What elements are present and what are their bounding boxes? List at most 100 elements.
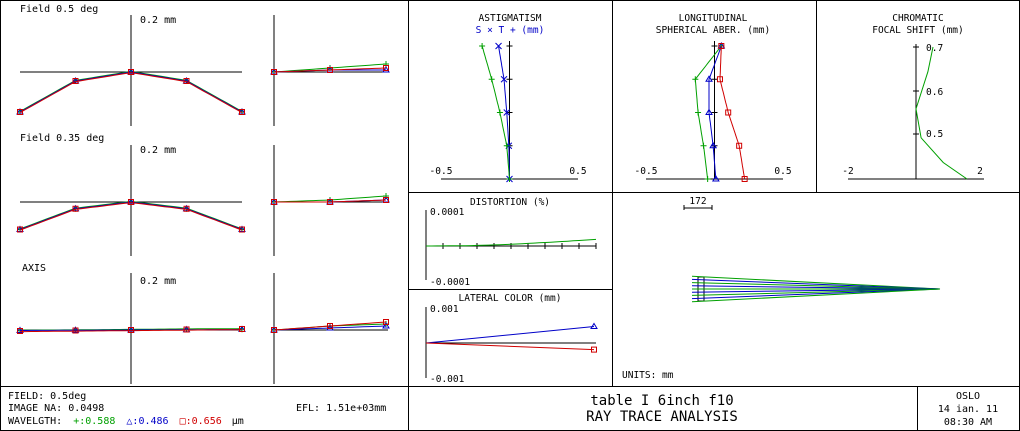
- legend-wl-green: +:0.588: [73, 416, 115, 427]
- ray-fan-sag-curve: [273, 321, 387, 331]
- ray-fan-sag-marker: [271, 327, 277, 333]
- spherical-marker: [725, 109, 732, 116]
- legend-wavelength: WAVELGTH: +:0.588 △:0.486 □:0.656 µm: [8, 416, 244, 427]
- distortion-curve: [426, 238, 597, 247]
- astigmatism-marker: [503, 142, 510, 149]
- title-org: OSLO: [956, 391, 980, 402]
- distortion-ymax-label: 0.0001: [430, 207, 465, 218]
- ray-fan-sag-marker: [271, 69, 277, 75]
- lateral-color-ymax-label: 0.001: [430, 304, 459, 315]
- ray-fan-sag-marker: [383, 65, 389, 71]
- ray-fan-sag-marker: [271, 199, 277, 205]
- legend-efl: EFL: 1.51e+03mm: [296, 403, 386, 414]
- spherical-marker: [709, 141, 718, 149]
- distortion-plot: [425, 210, 597, 280]
- lateral-color-curve: [425, 326, 595, 344]
- lateral-color-marker: [591, 346, 597, 353]
- ray-fan-tan-marker: [16, 326, 24, 333]
- ray-fan-tan-marker: [72, 78, 79, 84]
- ray-fan-scale-label-1: 0.2 mm: [140, 145, 176, 156]
- ray-fan-field-label-1: Field 0.35 deg: [20, 133, 104, 144]
- title-line-2: RAY TRACE ANALYSIS: [586, 409, 738, 425]
- ray-fan-tan-marker: [72, 327, 79, 334]
- astigmatism-marker: [503, 109, 511, 116]
- ray-fan-tan-marker: [128, 327, 134, 333]
- ray-fan-tan-marker: [72, 205, 79, 212]
- spherical-curve: [708, 45, 722, 180]
- spherical-marker: [695, 109, 702, 116]
- astigmatism-xmax-label: 0.5: [569, 166, 586, 177]
- lateral-color-title: LATERAL COLOR (mm): [459, 293, 562, 304]
- astigmatism-marker: [479, 43, 486, 49]
- lateral-color-panel: LATERAL COLOR (mm) 0.001 -0.001: [425, 293, 598, 385]
- spherical-marker: [718, 43, 725, 49]
- ray-fan-sag-marker: [382, 66, 390, 73]
- legend-image-na: IMAGE NA: 0.0498: [8, 403, 104, 414]
- layout-ray: [691, 288, 941, 303]
- spherical-marker: [705, 108, 713, 115]
- layout-ray: [691, 278, 941, 290]
- spherical-marker: [741, 176, 748, 182]
- chromatic-title-2: FOCAL SHIFT (mm): [872, 25, 964, 36]
- chromatic-ylabel-2: 0.5: [926, 129, 943, 140]
- legend-wl-red: □:0.656: [180, 416, 222, 427]
- ray-fan-field-label-2: AXIS: [22, 263, 46, 274]
- chromatic-title-1: CHROMATIC: [892, 13, 943, 24]
- title-line-1: table I 6inch f10: [590, 393, 733, 409]
- ray-fan-sag-marker: [327, 323, 333, 329]
- astigmatism-marker: [500, 75, 508, 83]
- bottom-legend: FIELD: 0.5deg IMAGE NA: 0.0498 EFL: 1.51…: [8, 391, 386, 427]
- ray-fan-tan-marker: [128, 69, 134, 75]
- astigmatism-curve: [481, 45, 510, 180]
- layout-rays: [691, 275, 941, 303]
- astigmatism-panel: ASTIGMATISM S × T + (mm) -0.5 0.5: [430, 13, 587, 183]
- ray-fan-sag-marker: [383, 197, 389, 203]
- lateral-color-plot: [425, 307, 598, 378]
- title-date: 14 ian. 11: [938, 404, 998, 415]
- ray-fan-tan-curve: [20, 329, 243, 333]
- spherical-xmax-label: 0.5: [774, 166, 791, 177]
- ray-fan-sag-marker: [327, 199, 333, 205]
- layout-ray: [691, 288, 941, 296]
- spherical-marker: [716, 76, 723, 83]
- ray-fan-tan-marker: [239, 326, 245, 332]
- ray-fan-tan-curve: [19, 71, 243, 113]
- spherical-marker: [711, 175, 720, 182]
- chromatic-ylabel-0: 0.7: [926, 43, 943, 54]
- chromatic-xmin-label: -2: [842, 166, 853, 177]
- astigmatism-marker: [488, 76, 495, 83]
- lateral-color-curve: [425, 342, 595, 351]
- layout-scale-bar: [683, 205, 713, 210]
- chromatic-curve: [915, 46, 968, 180]
- ray-fan-scale-label-2: 0.2 mm: [140, 276, 176, 287]
- ray-fan-tan-marker: [71, 326, 80, 333]
- distortion-panel: DISTORTION (%) 0.0001 -0.0001: [425, 197, 597, 288]
- title-block: table I 6inch f10 RAY TRACE ANALYSIS OSL…: [586, 391, 998, 428]
- layout-units-label: UNITS: mm: [622, 370, 674, 381]
- spherical-marker: [705, 75, 713, 82]
- legend-wl-unit: µm: [232, 416, 244, 427]
- chromatic-ylabel-1: 0.6: [926, 87, 943, 98]
- astigmatism-title: ASTIGMATISM: [479, 13, 542, 24]
- spherical-marker: [692, 76, 699, 83]
- spherical-title-1: LONGITUDINAL: [679, 13, 748, 24]
- layout-scale-label: 172: [689, 196, 706, 207]
- distortion-title: DISTORTION (%): [470, 197, 550, 208]
- spherical-plot: [646, 41, 783, 182]
- layout-panel: 172 UNITS: mm: [622, 196, 941, 381]
- ray-fan-scale-label-0: 0.2 mm: [140, 15, 176, 26]
- ray-fan-sag-curve: [273, 67, 387, 73]
- spherical-xmin-label: -0.5: [635, 166, 658, 177]
- spherical-marker: [736, 142, 743, 149]
- spherical-marker: [704, 176, 711, 182]
- layout-ray: [691, 275, 941, 290]
- ray-fan-tan-marker: [17, 109, 23, 115]
- astigmatism-marker: [496, 109, 503, 116]
- spherical-panel: LONGITUDINAL SPHERICAL ABER. (mm) -0.5 0…: [635, 13, 792, 182]
- legend-wl-blue: △:0.486: [126, 416, 168, 427]
- ray-fan-sag-marker: [382, 322, 390, 329]
- ray-fan-sag-curve: [274, 199, 387, 203]
- ray-fan-labels: Field 0.5 deg 0.2 mm Field 0.35 deg 0.2 …: [20, 4, 176, 287]
- spherical-marker: [700, 142, 707, 149]
